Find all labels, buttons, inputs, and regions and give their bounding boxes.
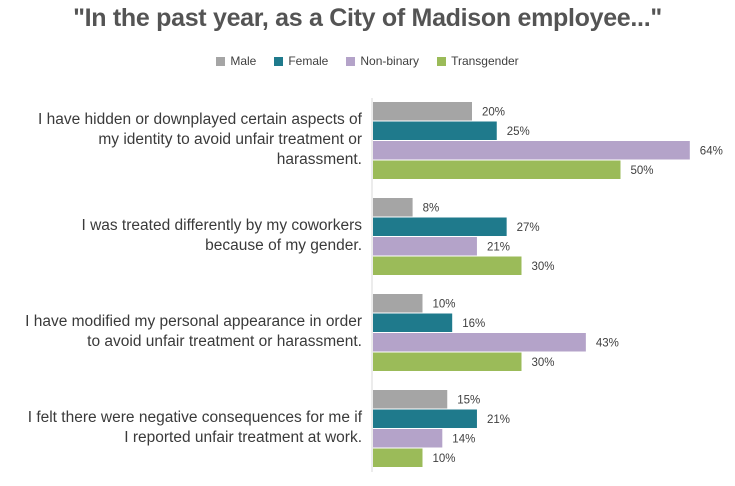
category-label-line: I reported unfair treatment at work. xyxy=(124,429,362,446)
category-label: I was treated differently by my coworker… xyxy=(0,216,362,256)
category-label-line: harassment. xyxy=(276,151,362,168)
legend-label: Male xyxy=(230,54,257,68)
legend-swatch xyxy=(274,56,284,66)
legend-swatch xyxy=(437,56,447,66)
bar-non-binary xyxy=(373,429,443,448)
bar-non-binary xyxy=(373,237,477,256)
category-label: I felt there were negative consequences … xyxy=(0,408,362,448)
category-label-line: I felt there were negative consequences … xyxy=(27,409,362,426)
data-label: 50% xyxy=(631,165,654,177)
chart-title: "In the past year, as a City of Madison … xyxy=(73,4,662,32)
legend-item-female: Female xyxy=(274,54,328,68)
legend-swatch xyxy=(216,56,226,66)
data-label: 21% xyxy=(487,414,510,426)
bar-female xyxy=(373,217,507,236)
data-label: 27% xyxy=(517,222,540,234)
category-label-line: I have hidden or downplayed certain aspe… xyxy=(38,111,362,128)
bar-male xyxy=(373,390,448,409)
category-label: I have hidden or downplayed certain aspe… xyxy=(0,110,362,170)
legend-item-male: Male xyxy=(216,54,256,68)
data-label: 64% xyxy=(700,145,723,157)
legend-label: Transgender xyxy=(451,54,519,68)
data-label: 25% xyxy=(507,126,530,138)
legend: Male Female Non-binary Transgender xyxy=(0,54,735,68)
legend-label: Female xyxy=(288,54,329,68)
data-label: 10% xyxy=(433,298,456,310)
bar-male xyxy=(373,102,472,121)
bar-male xyxy=(373,198,413,217)
data-label: 10% xyxy=(433,453,456,465)
legend-item-transgender: Transgender xyxy=(437,54,519,68)
category-label-line: because of my gender. xyxy=(205,237,362,254)
bar-male xyxy=(373,294,423,313)
data-label: 15% xyxy=(457,394,480,406)
bar-non-binary xyxy=(373,333,586,352)
category-label-line: I have modified my personal appearance i… xyxy=(25,313,362,330)
legend-swatch xyxy=(346,56,356,66)
legend-label: Non-binary xyxy=(360,54,420,68)
category-label-line: my identity to avoid unfair treatment or xyxy=(98,131,362,148)
bar-transgender xyxy=(373,448,423,467)
legend-item-non-binary: Non-binary xyxy=(346,54,419,68)
data-label: 20% xyxy=(482,106,505,118)
data-label: 16% xyxy=(462,318,485,330)
data-label: 43% xyxy=(596,337,619,349)
data-label: 21% xyxy=(487,241,510,253)
bar-female xyxy=(373,409,477,428)
data-label: 30% xyxy=(532,261,555,273)
bar-non-binary xyxy=(373,141,690,160)
data-label: 14% xyxy=(452,433,475,445)
bar-transgender xyxy=(373,256,522,275)
bar-female xyxy=(373,121,497,140)
bar-female xyxy=(373,313,453,332)
data-label: 8% xyxy=(423,202,440,214)
data-label: 30% xyxy=(532,357,555,369)
bar-transgender xyxy=(373,352,522,371)
category-label-line: to avoid unfair treatment or harassment. xyxy=(87,333,362,350)
category-label-line: I was treated differently by my coworker… xyxy=(81,217,362,234)
bar-transgender xyxy=(373,160,621,179)
category-label: I have modified my personal appearance i… xyxy=(0,312,362,352)
